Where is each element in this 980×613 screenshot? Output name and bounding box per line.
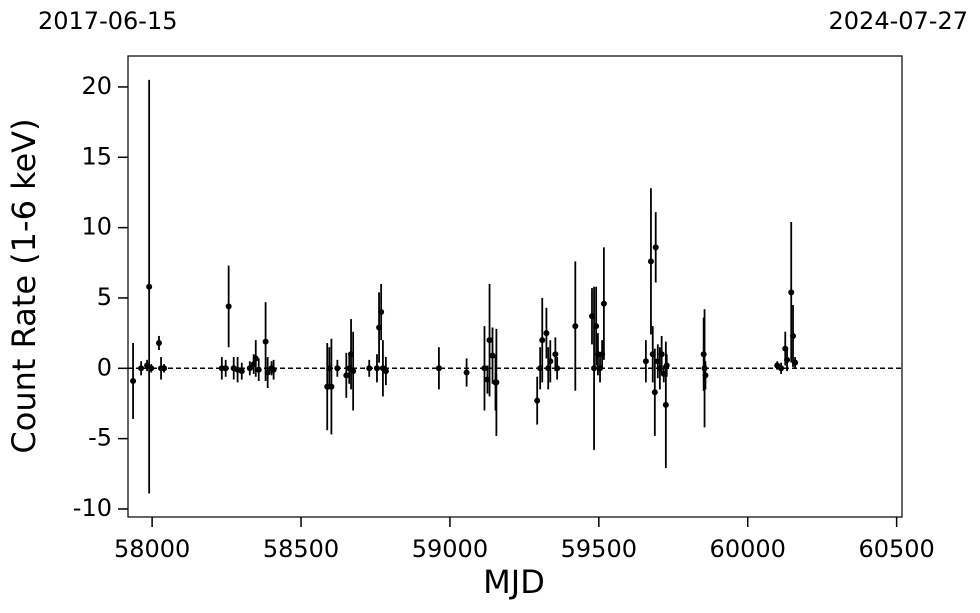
data-point [663, 362, 670, 369]
data-point [366, 365, 373, 372]
y-axis-label: Count Rate (1-6 keV) [5, 118, 43, 453]
x-tick-label: 60000 [710, 535, 786, 563]
data-point [790, 332, 797, 339]
x-tick-label: 58000 [114, 535, 190, 563]
data-point [642, 358, 649, 365]
y-tick-label: 0 [97, 353, 112, 381]
data-point [463, 369, 470, 376]
y-tick-label: -5 [88, 424, 112, 452]
y-tick-label: 10 [81, 213, 112, 241]
x-tick-label: 59500 [561, 535, 637, 563]
y-tick-label: -10 [73, 494, 112, 522]
data-point [662, 401, 669, 408]
data-point [130, 377, 137, 384]
data-point [591, 365, 598, 372]
plot-frame [127, 55, 903, 518]
data-point [255, 366, 262, 373]
top-right-date: 2024-07-27 [829, 7, 968, 35]
data-point [547, 358, 554, 365]
data-point [534, 397, 541, 404]
data-point [334, 365, 341, 372]
data-point [378, 309, 385, 316]
data-point [702, 372, 709, 379]
x-axis-label: MJD [483, 563, 545, 601]
x-tick-label: 58500 [263, 535, 339, 563]
data-point [489, 352, 496, 359]
data-point [262, 338, 269, 345]
data-point [246, 365, 253, 372]
data-point [792, 359, 799, 366]
data-point [270, 366, 277, 373]
data-point [493, 379, 500, 386]
data-point [481, 365, 488, 372]
data-point [539, 337, 546, 344]
data-point [146, 283, 153, 290]
data-point [373, 365, 380, 372]
data-point [651, 389, 658, 396]
data-point [435, 365, 442, 372]
data-point [543, 330, 550, 337]
y-tick-label: 20 [81, 72, 112, 100]
data-point [658, 351, 665, 358]
data-point [252, 355, 259, 362]
data-point [593, 323, 600, 330]
data-point [554, 365, 561, 372]
data-point [264, 369, 271, 376]
x-tick-label: 59000 [412, 535, 488, 563]
data-point [382, 368, 389, 375]
data-point [225, 303, 232, 310]
data-point [788, 289, 795, 296]
y-tick-label: 15 [81, 142, 112, 170]
data-point [161, 365, 168, 372]
data-point [328, 383, 335, 390]
data-point [155, 339, 162, 346]
data-point [238, 368, 245, 375]
data-point [600, 300, 607, 307]
y-tick-label: 5 [97, 283, 112, 311]
data-point [652, 244, 659, 251]
data-point [784, 356, 791, 363]
data-point [138, 365, 145, 372]
x-tick-label: 60500 [858, 535, 934, 563]
data-point [343, 372, 350, 379]
data-point [647, 258, 654, 265]
data-point [552, 351, 559, 358]
top-left-date: 2017-06-15 [38, 7, 177, 35]
data-point [222, 365, 229, 372]
data-point [148, 365, 155, 372]
data-point [350, 368, 357, 375]
data-point [486, 337, 493, 344]
data-point [778, 365, 785, 372]
data-point [572, 323, 579, 330]
